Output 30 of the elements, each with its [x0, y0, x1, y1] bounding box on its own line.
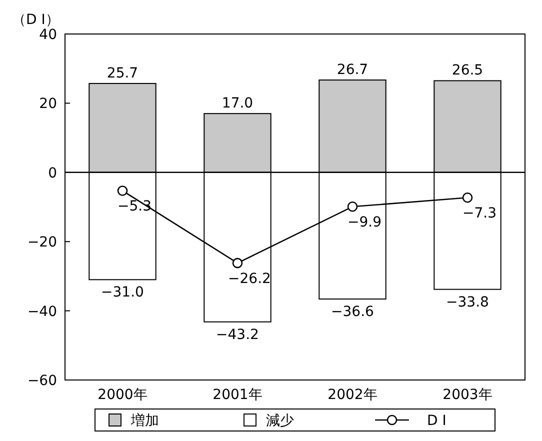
data-label: −31.0 [101, 284, 144, 301]
legend-label: 減少 [266, 413, 294, 429]
y-tick-label: 20 [39, 96, 57, 112]
data-label: −7.3 [462, 206, 496, 222]
x-tick-label: 2001年 [212, 387, 262, 403]
x-tick-label: 2002年 [328, 387, 378, 403]
y-tick-label: 40 [39, 27, 57, 43]
y-tick-label: 0 [48, 165, 57, 182]
point [347, 202, 358, 212]
data-label: −36.6 [331, 304, 374, 320]
data-label: 26.5 [452, 62, 484, 79]
data-label: 26.7 [336, 62, 368, 78]
point [117, 186, 128, 196]
data-label: −33.8 [446, 294, 489, 310]
y-tick-label: −60 [27, 373, 57, 389]
y-tick-label: −40 [27, 304, 57, 320]
data-label: −43.2 [216, 326, 259, 343]
y-axis-title: （D I） [12, 12, 60, 28]
data-label: −26.2 [228, 271, 271, 288]
y-tick-label: −20 [27, 234, 57, 251]
x-tick-label: 2000年 [98, 387, 148, 403]
x-tick-label: 2003年 [442, 387, 492, 403]
point [462, 192, 473, 203]
data-label: 25.7 [106, 65, 138, 82]
point [232, 258, 243, 268]
data-label: 17.0 [222, 96, 254, 112]
legend-label: D I [427, 413, 446, 429]
legend-label: 増加 [130, 412, 159, 429]
data-label: −9.9 [348, 214, 382, 231]
data-label: −5.3 [118, 198, 152, 215]
